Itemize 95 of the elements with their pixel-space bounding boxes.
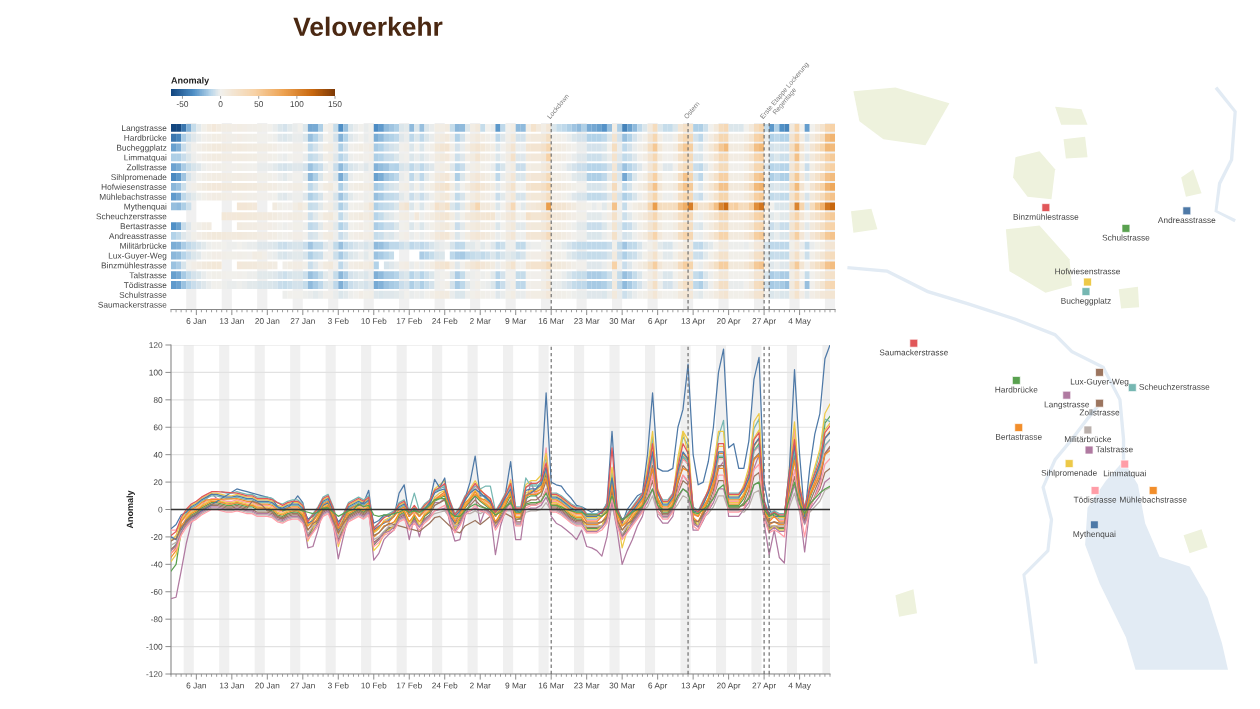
x-tick-label: 20 Jan [255, 318, 280, 324]
y-tick-label: Hofwiesenstrasse [101, 183, 167, 190]
x-tick-label: 20 Apr [716, 682, 741, 691]
y-tick-label: 40 [153, 451, 163, 458]
x-tick-label: 16 Mar [538, 682, 565, 689]
category-label: Mythenquai [1073, 530, 1116, 539]
y-tick-label: Militärbrücke [120, 242, 167, 249]
category-label: Saumackerstrasse [879, 349, 948, 356]
category-label: Bucheggplatz [1061, 297, 1111, 306]
x-tick-label: 2 Mar [469, 318, 491, 324]
category-label: Militärbrücke [1064, 436, 1112, 443]
category-label: Limmatquai [1103, 470, 1146, 478]
x-tick-label: 27 Apr [752, 682, 777, 691]
x-tick-label: 27 Jan [290, 318, 315, 324]
y-tick-label: 120 [149, 342, 163, 349]
category-label: Langstrasse [1044, 401, 1090, 410]
y-tick-label: Andreasstrasse [108, 232, 167, 239]
x-tick-label: 3 Feb [327, 317, 349, 324]
category-label: Tödistrasse [1073, 496, 1117, 503]
y-tick-label: Mühlebachstrasse [99, 193, 167, 200]
y-tick-label: Sihlpromenade [111, 173, 167, 182]
x-tick-label: 23 Mar [574, 318, 600, 324]
x-tick-label: 20 Jan [255, 682, 280, 689]
y-tick-label: -120 [146, 671, 163, 678]
x-tick-label: 10 Feb [361, 317, 387, 324]
category-label: Talstrasse [1095, 446, 1133, 453]
y-tick-label: -20 [150, 534, 163, 541]
x-tick-label: 6 Jan [186, 682, 206, 689]
x-tick-label: 30 Mar [609, 682, 635, 689]
color-bar-label: 100 [290, 101, 304, 107]
category-label: Scheuchzerstrasse [1139, 383, 1210, 390]
color-bar-title: Anomaly [171, 76, 210, 86]
x-tick-label: 17 Feb [396, 317, 422, 324]
y-tick-label: 60 [153, 424, 163, 431]
y-tick-label: Lux-Guyer-Weg [108, 252, 167, 261]
y-tick-label: Scheuchzerstrasse [96, 213, 167, 220]
category-label: Hofwiesenstrasse [1055, 268, 1121, 275]
category-label: Bertastrasse [996, 433, 1042, 440]
category-label: Hardbrücke [995, 386, 1038, 393]
y-tick-label: Bertastrasse [120, 223, 167, 230]
x-tick-label: 23 Mar [574, 682, 600, 689]
x-tick-label: 20 Apr [716, 318, 741, 326]
x-tick-label: 2 Mar [469, 682, 491, 689]
y-tick-label: -80 [150, 616, 163, 623]
x-tick-label: 24 Feb [432, 317, 458, 324]
category-label: Lux-Guyer-Weg [1070, 378, 1129, 387]
x-tick-label: 27 Jan [290, 682, 315, 689]
y-tick-label: -60 [150, 588, 163, 595]
x-tick-label: 4 May [788, 682, 811, 691]
chart-title: Veloverkehr [293, 16, 443, 37]
x-tick-label: 6 Jan [186, 318, 206, 324]
y-axis-title: Anomaly [126, 490, 135, 529]
category-label: Binzmühlestrasse [1013, 213, 1079, 220]
category-label: Mühlebachstrasse [1120, 496, 1187, 503]
x-tick-label: 13 Jan [219, 682, 244, 689]
y-tick-label: Schulstrasse [119, 291, 167, 298]
y-tick-label: Zollstrasse [126, 164, 167, 171]
y-tick-label: Saumackerstrasse [98, 301, 167, 308]
x-tick-label: 13 Apr [681, 318, 706, 326]
x-tick-label: 6 Apr [648, 318, 668, 326]
x-tick-label: 6 Apr [648, 682, 668, 691]
color-bar-label: -50 [176, 101, 189, 107]
x-tick-label: 3 Feb [327, 682, 349, 689]
x-tick-label: 13 Jan [219, 318, 244, 324]
y-tick-label: Mythenquai [124, 203, 167, 212]
y-tick-label: -40 [150, 561, 163, 568]
color-bar-label: 0 [218, 101, 223, 107]
category-label: Sihlpromenade [1041, 469, 1097, 478]
y-tick-label: Hardbrücke [124, 134, 167, 141]
y-tick-label: 0 [158, 506, 163, 513]
x-tick-label: 30 Mar [609, 318, 635, 324]
y-tick-label: Langstrasse [122, 125, 167, 133]
y-tick-label: Binzmühlestrasse [101, 262, 167, 269]
category-label: Andreasstrasse [1157, 216, 1216, 224]
y-tick-label: 80 [153, 397, 163, 403]
x-tick-label: 13 Apr [681, 682, 706, 691]
color-bar-label: 50 [254, 101, 264, 107]
x-tick-label: 16 Mar [538, 318, 565, 324]
x-tick-label: 17 Feb [396, 682, 422, 689]
y-tick-label: Limmatquai [124, 154, 167, 163]
x-tick-label: 9 Mar [505, 318, 527, 324]
y-tick-label: Talstrasse [129, 272, 167, 279]
category-label: Zollstrasse [1079, 409, 1120, 416]
x-tick-label: 4 May [788, 318, 811, 326]
color-bar-label: 150 [328, 101, 342, 107]
x-tick-label: 10 Feb [361, 682, 387, 689]
x-tick-label: 9 Mar [505, 682, 527, 689]
x-tick-label: 27 Apr [752, 318, 777, 326]
y-tick-label: 20 [153, 479, 163, 486]
y-tick-label: Bucheggplatz [117, 144, 167, 153]
y-tick-label: 100 [149, 369, 163, 376]
category-label: Schulstrasse [1102, 234, 1150, 241]
y-tick-label: -100 [146, 643, 163, 650]
y-tick-label: Tödistrasse [123, 281, 167, 289]
x-tick-label: 24 Feb [432, 682, 458, 689]
